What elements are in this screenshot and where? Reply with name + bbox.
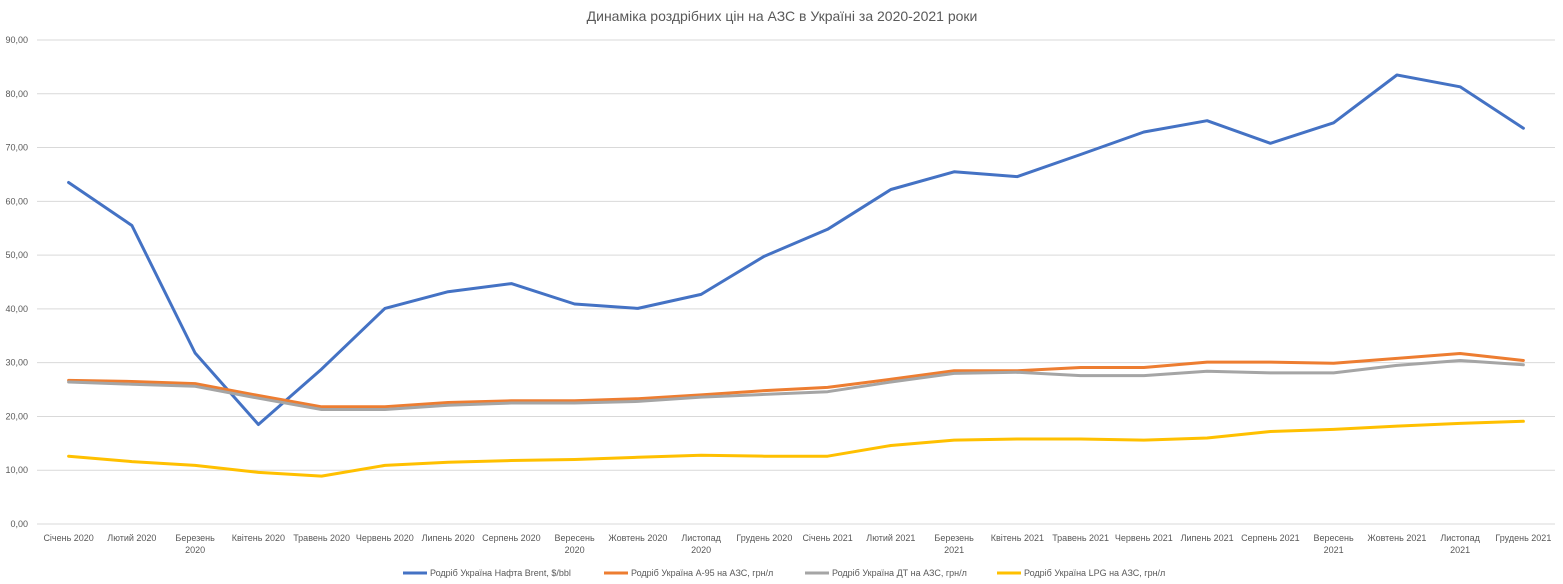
- y-tick-label: 50,00: [5, 250, 28, 260]
- x-tick-label: Вересень 2021: [1314, 533, 1354, 555]
- y-axis-ticks: 0,00 10,00 20,00 30,00 40,00 50,00 60,00 70,00 8…: [5, 35, 28, 529]
- y-tick-label: 60,00: [5, 196, 28, 206]
- series-line-3: [67, 359, 1525, 411]
- chart-title: Динаміка роздрібних цін на АЗС в Україні…: [587, 8, 978, 24]
- x-tick-label: Серпень 2021: [1241, 533, 1300, 543]
- series-line-4: [67, 419, 1525, 478]
- x-tick-label: Грудень 2021: [1495, 533, 1551, 543]
- x-tick-label: Квітень 2020: [232, 533, 285, 543]
- y-tick-label: 10,00: [5, 465, 28, 475]
- x-tick-label: Листопад 2020: [681, 533, 721, 555]
- x-tick-label: Грудень 2020: [736, 533, 792, 543]
- x-tick-label: Вересень 2020: [555, 533, 595, 555]
- x-tick-label: Березень 2021: [934, 533, 974, 555]
- x-tick-label: Червень 2021: [1115, 533, 1173, 543]
- x-tick-label: Травень 2020: [293, 533, 350, 543]
- x-tick-label: Липень 2021: [1181, 533, 1234, 543]
- legend-label: Родріб Україна ДТ на АЗС, грн/л: [832, 568, 967, 578]
- series-line-2: [67, 352, 1525, 409]
- x-axis-ticks: Січень 2020 Лютий 2020 Березень 2020 Квітень…: [43, 533, 1551, 555]
- x-tick-label: Січень 2021: [802, 533, 852, 543]
- x-tick-label: Травень 2021: [1052, 533, 1109, 543]
- x-tick-label: Лютий 2021: [866, 533, 915, 543]
- gridlines: [37, 39, 1555, 525]
- x-tick-label: Жовтень 2020: [608, 533, 667, 543]
- x-tick-label: Лютий 2020: [107, 533, 156, 543]
- legend-label: Родріб Україна Нафта Brent, $/bbl: [430, 568, 571, 578]
- series-lines: [67, 73, 1525, 478]
- x-tick-label: Червень 2020: [356, 533, 414, 543]
- x-tick-label: Квітень 2021: [991, 533, 1044, 543]
- series-line-1: [67, 73, 1525, 426]
- x-tick-label: Листопад 2021: [1440, 533, 1480, 555]
- y-tick-label: 40,00: [5, 304, 28, 314]
- y-tick-label: 30,00: [5, 358, 28, 368]
- x-tick-label: Липень 2020: [422, 533, 475, 543]
- y-tick-label: 0,00: [10, 519, 28, 529]
- x-tick-label: Жовтень 2021: [1367, 533, 1426, 543]
- legend-label: Родріб Україна LPG на АЗС, грн/л: [1024, 568, 1165, 578]
- y-tick-label: 90,00: [5, 35, 28, 45]
- x-tick-label: Серпень 2020: [482, 533, 541, 543]
- x-tick-label: Січень 2020: [43, 533, 93, 543]
- y-tick-label: 70,00: [5, 143, 28, 153]
- legend-label: Родріб Україна А-95 на АЗС, грн/л: [631, 568, 773, 578]
- legend: Родріб Україна Нафта Brent, $/bbl Родріб …: [403, 568, 1165, 578]
- y-tick-label: 80,00: [5, 89, 28, 99]
- x-tick-label: Березень 2020: [175, 533, 215, 555]
- y-tick-label: 20,00: [5, 411, 28, 421]
